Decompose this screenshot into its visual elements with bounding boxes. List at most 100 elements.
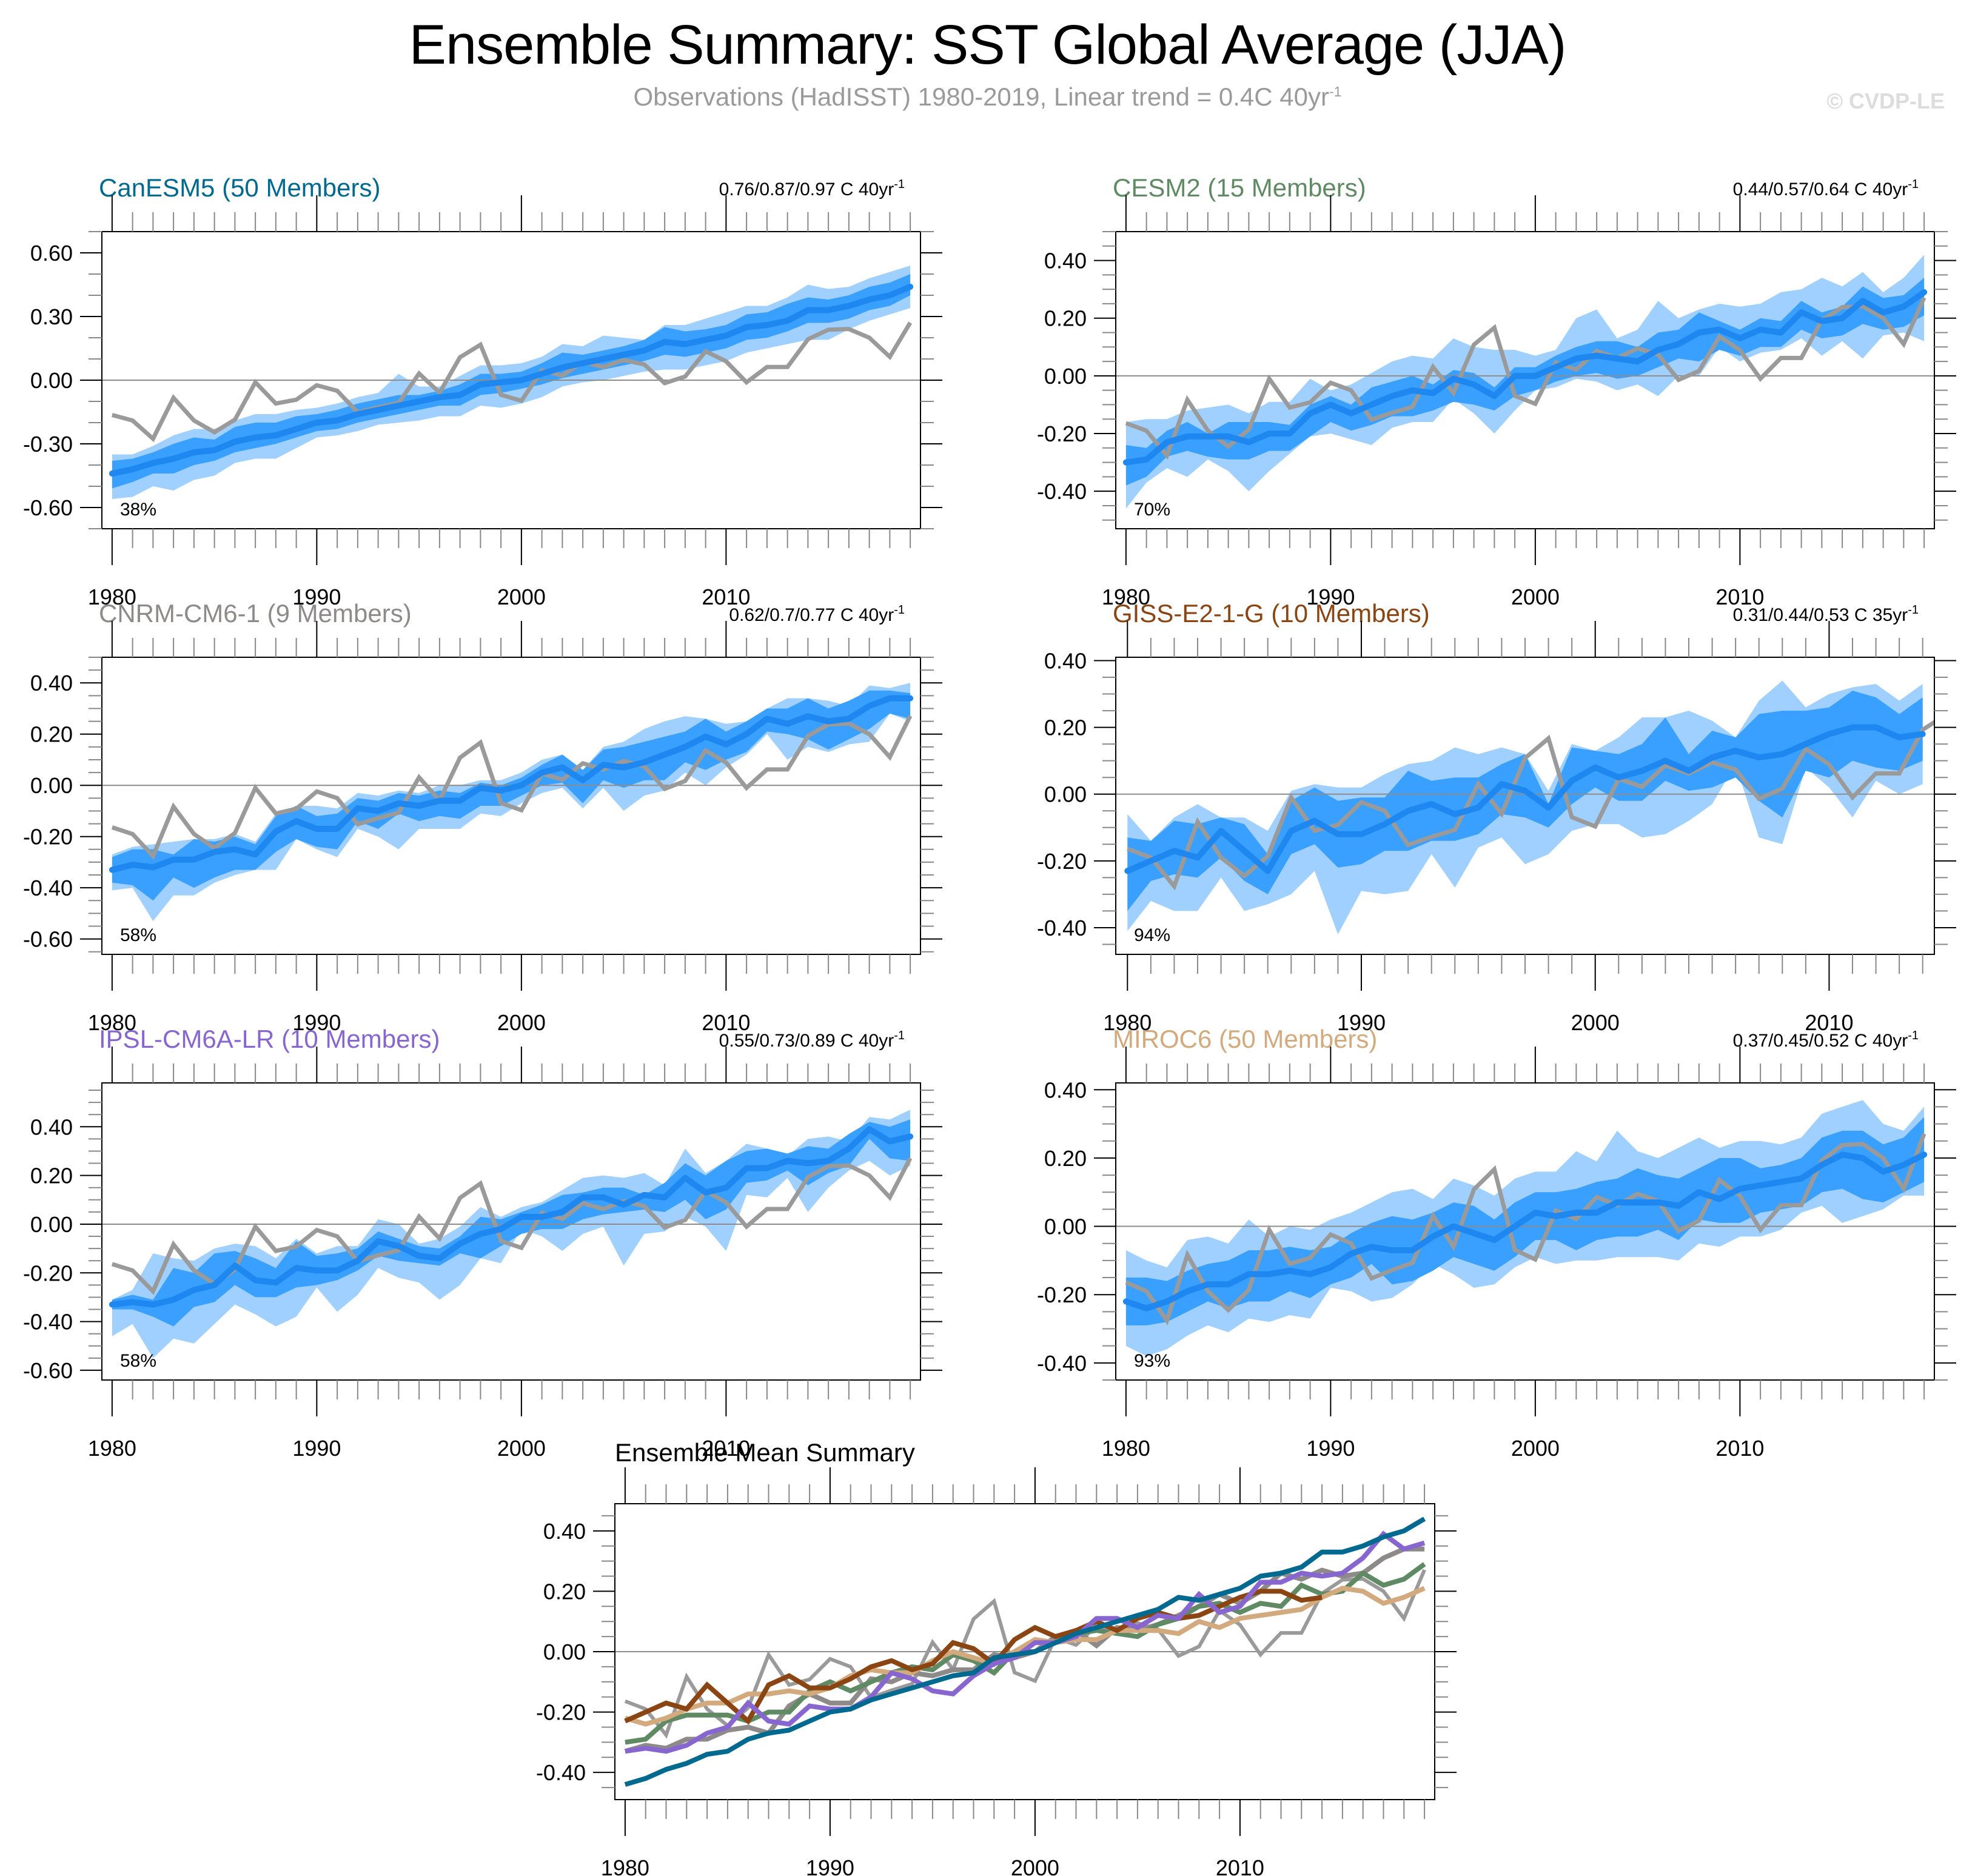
x-tick-label: 2010 [702,1436,750,1461]
panel-title: GISS-E2-1-G (10 Members) [1113,599,1430,628]
series-line-giss-e2-1-g [624,1589,1323,1725]
panel-title: CanESM5 (50 Members) [99,173,380,202]
series-line-ipsl-cm6a-lr [625,1530,1426,1754]
trend-label: 0.44/0.57/0.64 C 40yr-1 [1733,178,1919,199]
copyright-watermark: © CVDP-LE [1826,89,1945,113]
plot-area [1116,255,1934,509]
y-tick-label: 0.00 [30,1212,73,1237]
panel-ensemble-mean-summary: Ensemble Mean Summary 1980 1990 2000 2010 -0.… [536,1438,1457,1876]
x-tick-label: 2010 [702,585,750,609]
series-line-canesm5 [624,1516,1426,1787]
series-line-miroc6 [624,1586,1426,1727]
plot-area [615,1516,1435,1787]
series-line-observations [624,1569,1426,1739]
ensemble-mean-line [1124,724,1926,874]
y-tick-label: 0.20 [30,722,73,747]
x-tick-label: 1980 [88,585,136,609]
x-tick-label: 1990 [1306,1436,1355,1461]
percent-label: 93% [1134,1351,1170,1371]
y-tick-label: -0.40 [1037,479,1087,504]
trend-label: 0.31/0.44/0.53 C 35yr-1 [1733,603,1919,625]
x-tick-label: 1980 [601,1855,649,1876]
percent-label: 94% [1134,925,1170,945]
panel-cnrm-cm6-1: 58% CNRM-CM6-1 (9 Members) 0.62/0.7/0.77 C… [23,599,942,1035]
plot-frame [101,657,921,955]
plot-area [1116,1100,1934,1356]
trend-text: 0.62/0.7/0.77 C 40yr [729,605,894,625]
y-tick-label: 0.20 [1044,306,1087,331]
y-tick-label: -0.60 [23,495,73,520]
trend-text: 0.44/0.57/0.64 C 40yr [1733,179,1908,199]
panel-title: CESM2 (15 Members) [1113,173,1366,202]
trend-superscript: -1 [1908,178,1919,191]
y-tick-label: 0.40 [30,671,73,695]
x-tick-label: 1990 [292,1010,341,1035]
x-tick-label: 1980 [1102,1436,1150,1461]
ensemble-inner-range-band [1127,691,1923,911]
y-tick-label: 0.00 [1044,1214,1087,1239]
y-tick-label: 0.20 [1044,1146,1087,1171]
plot-frame [1115,1082,1935,1381]
x-tick-label: 1980 [1102,585,1150,609]
y-tick-label: 0.00 [1044,782,1087,807]
plot-area [102,266,920,499]
y-tick-label: 0.40 [543,1519,586,1544]
observations-line [111,1157,913,1295]
trend-superscript: -1 [894,1029,905,1042]
ensemble-mean-line [109,695,914,873]
x-tick-label: 2000 [1571,1010,1620,1035]
y-tick-label: 0.00 [30,773,73,798]
x-tick-label: 1990 [292,585,341,609]
subtitle-text: Observations (HadISST) 1980-2019, Linear… [633,82,1329,111]
y-tick-label: -0.40 [536,1760,586,1785]
observations-line [1125,1133,1926,1325]
panel-canesm5: 38% CanESM5 (50 Members) 0.76/0.87/0.97 C … [23,173,942,609]
ensemble-inner-range-band [1125,278,1925,486]
y-tick-label: 0.00 [1044,364,1087,389]
y-tick-label: 0.00 [543,1640,586,1664]
y-tick-label: -0.60 [23,927,73,952]
trend-text: 0.76/0.87/0.97 C 40yr [719,179,894,199]
x-tick-label: 1990 [806,1855,854,1876]
y-tick-label: -0.40 [1037,916,1087,940]
ensemble-mean-line [1122,1151,1928,1312]
panel-title: MIROC6 (50 Members) [1113,1025,1377,1053]
plot-area [102,683,920,922]
x-tick-label: 2010 [1805,1010,1853,1035]
observations-line [111,321,913,443]
plot-frame [101,1082,921,1381]
trend-text: 0.31/0.44/0.53 C 35yr [1733,605,1908,625]
trend-superscript: -1 [894,178,905,191]
x-tick-label: 2010 [702,1010,750,1035]
y-tick-label: -0.20 [1037,421,1087,446]
x-tick-label: 1990 [292,1436,341,1461]
trend-superscript: -1 [1908,603,1919,617]
observations-line [1125,296,1926,460]
trend-label: 0.76/0.87/0.97 C 40yr-1 [719,178,905,199]
x-tick-label: 1990 [1306,585,1355,609]
x-tick-label: 2010 [1715,585,1764,609]
x-tick-label: 2000 [497,585,546,609]
observations-line [111,715,913,860]
y-tick-label: -0.30 [23,432,73,457]
x-tick-label: 1980 [1103,1010,1152,1035]
x-tick-label: 1980 [88,1436,136,1461]
trend-text: 0.37/0.45/0.52 C 40yr [1733,1031,1908,1051]
x-tick-label: 2000 [497,1436,546,1461]
ensemble-inner-range-band [112,690,911,901]
y-tick-label: -0.20 [1037,849,1087,874]
panel-ipsl-cm6a-lr: 58% IPSL-CM6A-LR (10 Members) 0.55/0.73/0.… [23,1025,942,1461]
trend-label: 0.37/0.45/0.52 C 40yr-1 [1733,1029,1919,1051]
percent-label: 58% [120,925,156,945]
trend-label: 0.55/0.73/0.89 C 40yr-1 [719,1029,905,1051]
percent-label: 38% [120,500,156,520]
y-tick-label: 0.40 [1044,649,1087,674]
y-tick-label: 0.40 [1044,1077,1087,1102]
y-tick-label: 0.20 [543,1579,586,1604]
ensemble-mean-line [1122,289,1928,466]
x-tick-label: 1980 [88,1010,136,1035]
trend-superscript: -1 [1908,1029,1919,1042]
y-tick-label: -0.60 [23,1358,73,1383]
y-tick-label: 0.40 [30,1114,73,1139]
